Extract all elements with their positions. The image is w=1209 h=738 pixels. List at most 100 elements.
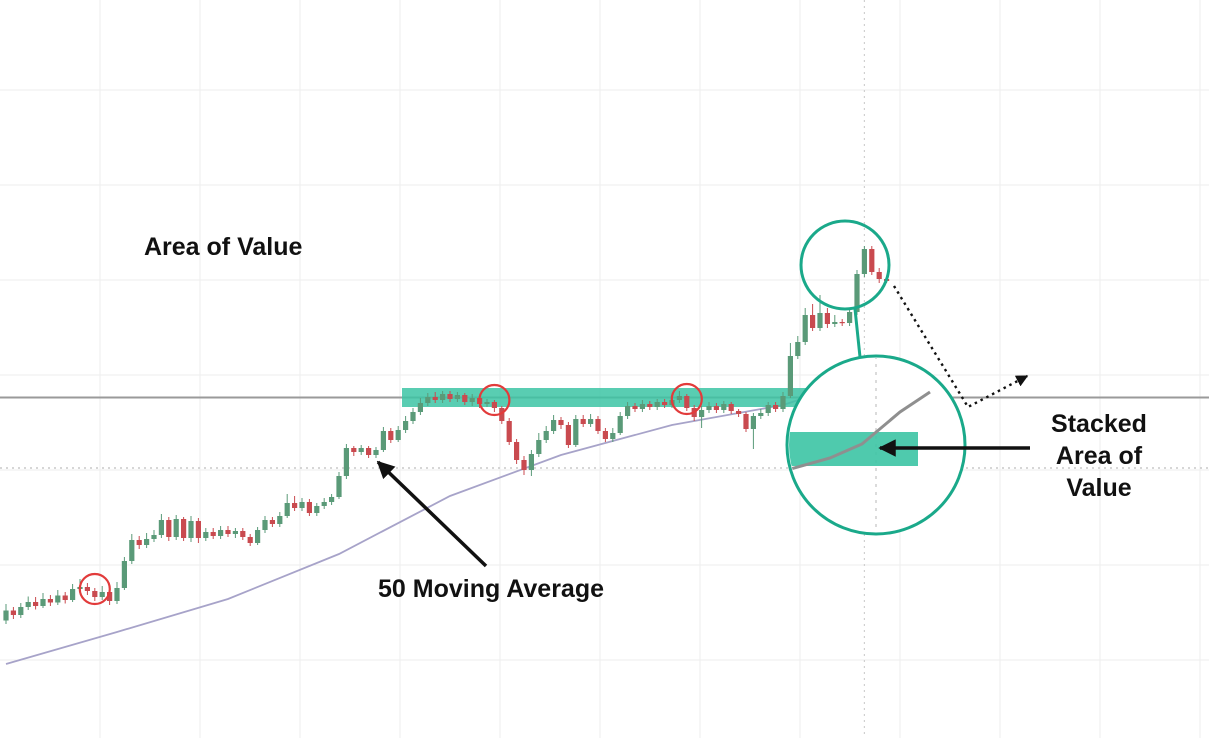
- candle: [144, 533, 150, 548]
- candle: [10, 607, 16, 619]
- moving-average-line: [5, 362, 880, 665]
- candle-body: [639, 404, 645, 409]
- candle: [336, 472, 342, 499]
- candle: [62, 592, 68, 604]
- candle-body: [758, 413, 764, 416]
- candle-body: [255, 530, 261, 543]
- candle-body: [262, 520, 268, 530]
- candle: [92, 588, 98, 601]
- candle-body: [388, 431, 394, 440]
- ma-touch-circle: [670, 382, 703, 416]
- candle-body: [343, 448, 349, 476]
- candle: [329, 494, 335, 505]
- candle: [706, 402, 712, 413]
- candle-body: [588, 419, 594, 424]
- candles: [3, 246, 890, 624]
- area-of-value-label: Area of Value: [144, 233, 303, 261]
- candle: [876, 268, 882, 283]
- candle: [588, 414, 594, 427]
- candle-body: [247, 537, 253, 543]
- candle-body: [284, 503, 290, 516]
- candle-body: [314, 506, 320, 513]
- candle-body: [33, 602, 39, 606]
- candle-body: [706, 406, 712, 410]
- candle-body: [728, 404, 734, 411]
- candle-body: [129, 540, 135, 561]
- candle: [750, 413, 756, 449]
- candle: [373, 447, 379, 458]
- candle-body: [447, 394, 453, 399]
- candle: [247, 534, 253, 546]
- candle: [343, 444, 349, 479]
- candle-body: [195, 521, 201, 538]
- ma-touch-circle: [478, 383, 511, 417]
- candle-body: [787, 356, 793, 396]
- candle: [269, 517, 275, 527]
- candle-body: [839, 322, 845, 324]
- candle-body: [810, 315, 816, 328]
- candle-body: [536, 440, 542, 454]
- candle-body: [151, 535, 157, 539]
- candle: [99, 586, 105, 600]
- candle-body: [181, 519, 187, 538]
- candle: [832, 315, 838, 327]
- candle-body: [366, 448, 372, 455]
- candle: [514, 439, 520, 464]
- candle: [388, 428, 394, 443]
- candle-body: [802, 315, 808, 342]
- candle: [676, 391, 682, 403]
- candle-body: [321, 502, 327, 506]
- candle-body: [425, 397, 431, 403]
- candle-body: [232, 531, 238, 534]
- candle-body: [469, 398, 475, 402]
- candle: [121, 557, 127, 590]
- candle-body: [18, 607, 24, 615]
- candle-body: [580, 419, 586, 424]
- candle-body: [817, 313, 823, 328]
- candle-body: [736, 411, 742, 414]
- candle-body: [610, 433, 616, 439]
- candle: [232, 528, 238, 538]
- candle-body: [484, 402, 490, 404]
- ma-touch-circle: [78, 572, 111, 606]
- candle-body: [595, 419, 601, 431]
- candle: [573, 415, 579, 447]
- candle: [824, 308, 830, 328]
- candle-body: [462, 395, 468, 402]
- candle-body: [773, 405, 779, 409]
- stacked-label-line-3: Value: [1066, 474, 1132, 502]
- candle-body: [3, 610, 9, 621]
- candle: [565, 422, 571, 448]
- zoom-moving-average: [789, 390, 931, 472]
- candle-body: [565, 425, 571, 445]
- candle-body: [351, 448, 357, 452]
- candle: [395, 426, 401, 442]
- candle-body: [225, 530, 231, 534]
- candle: [18, 603, 24, 618]
- candle: [506, 418, 512, 445]
- candle: [765, 402, 771, 416]
- candle: [869, 246, 875, 275]
- candle-body: [10, 610, 16, 615]
- candle: [469, 394, 475, 406]
- candle: [484, 399, 490, 407]
- candle-body: [380, 431, 386, 450]
- candle-body: [269, 520, 275, 524]
- candle-body: [491, 402, 497, 408]
- candle: [491, 400, 497, 412]
- candle: [277, 512, 283, 527]
- area-of-value-layer: [402, 388, 878, 407]
- candle-body: [780, 396, 786, 409]
- candle-body: [713, 406, 719, 410]
- candle-body: [625, 406, 631, 416]
- candle: [595, 416, 601, 434]
- candle: [728, 402, 734, 414]
- candle-body: [662, 402, 668, 405]
- candle: [625, 402, 631, 419]
- candle: [758, 409, 764, 419]
- candle-body: [410, 412, 416, 421]
- candle: [521, 456, 527, 475]
- candle-body: [166, 520, 172, 537]
